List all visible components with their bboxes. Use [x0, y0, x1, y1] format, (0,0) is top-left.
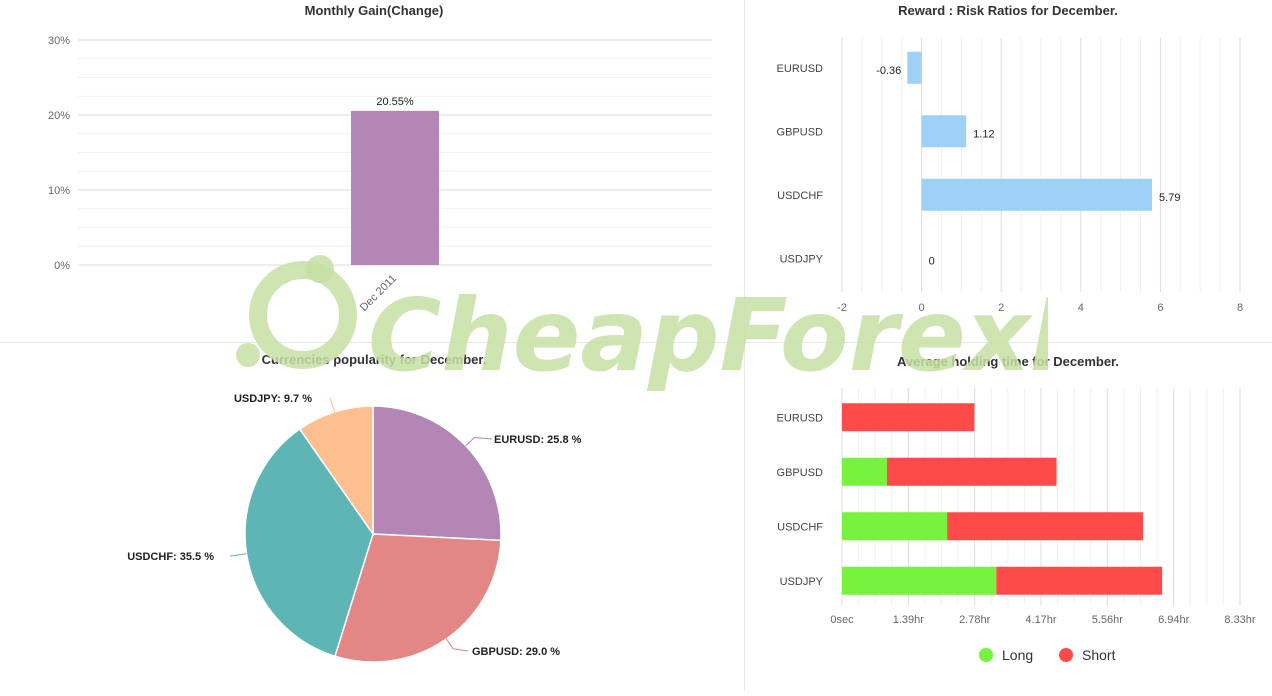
x-tick-label: 6: [1157, 302, 1163, 314]
bar: [921, 115, 967, 148]
pie-slice: [244, 428, 374, 658]
bar-data-label: 20.55%: [376, 96, 414, 108]
pie-slice-label: USDCHF: 35.5 %: [127, 551, 214, 563]
category-label: USDJPY: [780, 253, 824, 265]
x-tick-label: 6.94hr: [1158, 614, 1190, 626]
x-tick-label: 4.17hr: [1025, 614, 1057, 626]
currency-popularity-title: Currencies popularity for December.: [262, 352, 487, 367]
bar-segment-short: [996, 566, 1163, 595]
bar: [921, 178, 1153, 211]
vertical-divider: [744, 0, 745, 691]
y-tick-label: 20%: [48, 110, 70, 122]
pie-slice: [334, 533, 502, 663]
x-tick-label: 0: [919, 302, 925, 314]
legend-marker-long: [979, 648, 993, 662]
risk-ratio-panel: Reward : Risk Ratios for December. -2 0 2 4…: [745, 0, 1272, 342]
x-tick-label: -2: [837, 302, 847, 314]
bar-segment-long: [842, 512, 948, 541]
x-tick-label: 4: [1078, 302, 1084, 314]
monthly-gain-chart: Monthly Gain(Change) 0% 10% 20% 30% 20.55% De…: [48, 3, 712, 314]
legend-marker-short: [1059, 648, 1073, 662]
bar-data-label: 5.79: [1159, 192, 1180, 204]
bar-data-label: 1.12: [973, 128, 994, 140]
pie-label-connector: [229, 553, 247, 557]
x-tick-label: 2: [998, 302, 1004, 314]
category-label: USDCHF: [777, 521, 823, 533]
x-tick-label: 5.56hr: [1092, 614, 1124, 626]
category-label: GBPUSD: [777, 467, 824, 479]
x-tick-label: Dec 2011: [358, 273, 399, 314]
horizontal-divider: [0, 342, 1272, 343]
bar: [351, 110, 439, 265]
pie-slice-label: USDJPY: 9.7 %: [234, 393, 312, 405]
y-tick-label: 30%: [48, 35, 70, 47]
holding-time-chart: Average holding time for December. 0sec 1…: [777, 354, 1256, 663]
x-tick-label: 2.78hr: [959, 614, 991, 626]
category-label: GBPUSD: [777, 126, 824, 138]
monthly-gain-panel: Monthly Gain(Change) 0% 10% 20% 30% 20.55% De…: [0, 0, 744, 342]
x-tick-label: 1.39hr: [893, 614, 925, 626]
x-tick-label: 8: [1237, 302, 1243, 314]
y-tick-label: 0%: [54, 260, 70, 272]
bar-segment-short: [842, 403, 975, 432]
category-label: USDCHF: [777, 190, 823, 202]
risk-ratio-chart: Reward : Risk Ratios for December. -2 0 2 4…: [777, 3, 1244, 314]
pie-label-connector: [329, 397, 336, 413]
bar-segment-short: [886, 457, 1057, 486]
category-label: USDJPY: [780, 576, 824, 588]
y-tick-label: 10%: [48, 185, 70, 197]
bar-data-label: -0.36: [876, 65, 901, 77]
bar-segment-long: [842, 566, 997, 595]
legend-label-long: Long: [1002, 647, 1033, 663]
bar-segment-long: [842, 457, 887, 486]
bar-segment-short: [947, 512, 1144, 541]
x-tick-label: 0sec: [830, 614, 854, 626]
pie-slice-label: EURUSD: 25.8 %: [494, 434, 582, 446]
legend-label-short: Short: [1082, 647, 1116, 663]
bar-data-label: 0: [929, 255, 935, 267]
currency-popularity-chart: Currencies popularity for December. EURU…: [127, 352, 582, 663]
category-label: EURUSD: [777, 412, 824, 424]
holding-time-panel: Average holding time for December. 0sec 1…: [745, 343, 1272, 691]
pie-slice-label: GBPUSD: 29.0 %: [472, 646, 560, 658]
category-label: EURUSD: [777, 63, 824, 75]
x-tick-label: 8.33hr: [1224, 614, 1256, 626]
risk-ratio-title: Reward : Risk Ratios for December.: [898, 3, 1118, 18]
pie-label-connector: [465, 437, 493, 447]
monthly-gain-title: Monthly Gain(Change): [305, 3, 444, 18]
pie-slice: [298, 405, 374, 537]
bar: [907, 51, 922, 84]
pie-label-connector: [445, 638, 469, 652]
pie-slice: [372, 405, 502, 542]
currency-popularity-panel: Currencies popularity for December. EURU…: [0, 343, 744, 691]
holding-time-title: Average holding time for December.: [897, 354, 1119, 369]
